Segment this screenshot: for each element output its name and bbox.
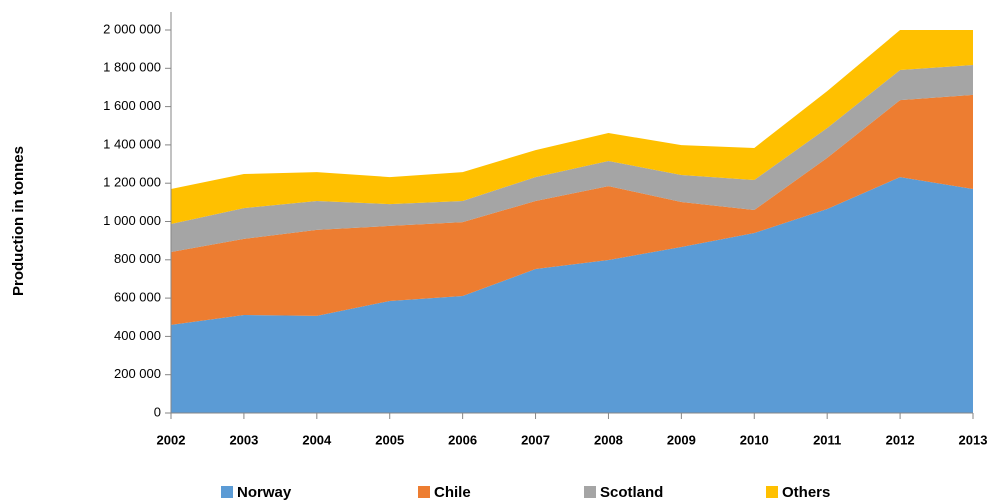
area: [171, 65, 973, 252]
y-tick-label: 1 400 000: [103, 136, 161, 151]
legend-label: Scotland: [600, 484, 663, 501]
legend-swatch: [766, 486, 778, 498]
x-tick-label: 2011: [813, 432, 841, 447]
x-tick-label: 2007: [521, 432, 550, 447]
y-tick-label: 200 000: [114, 366, 161, 381]
y-axis-title: Production in tonnes: [10, 146, 27, 296]
y-tick-label: 600 000: [114, 290, 161, 305]
area: [171, 177, 973, 413]
y-tick-label: 0: [154, 404, 161, 419]
y-tick-label: 1 800 000: [103, 60, 161, 75]
x-tick-label: 2012: [886, 432, 915, 447]
y-tick-label: 1 200 000: [103, 175, 161, 190]
legend-label: Others: [782, 484, 830, 501]
x-tick-label: 2008: [594, 432, 623, 447]
x-tick-label: 2009: [667, 432, 696, 447]
legend-swatch: [584, 486, 596, 498]
y-tick-label: 1 600 000: [103, 98, 161, 113]
legend-swatch: [418, 486, 430, 498]
legend-swatch: [221, 486, 233, 498]
x-tick-label: 2006: [448, 432, 477, 447]
x-tick-label: 2003: [229, 432, 258, 447]
x-tick-label: 2013: [959, 432, 988, 447]
area: [171, 94, 973, 325]
x-tick-label: 2002: [157, 432, 186, 447]
y-tick-label: 800 000: [114, 251, 161, 266]
legend-label: Norway: [237, 484, 292, 501]
x-tick-label: 2010: [740, 432, 769, 447]
x-tick-label: 2005: [375, 432, 404, 447]
y-tick-label: 2 000 000: [103, 21, 161, 36]
x-tick-label: 2004: [302, 432, 332, 447]
y-tick-label: 400 000: [114, 328, 161, 343]
area: [171, 30, 973, 224]
legend-label: Chile: [434, 484, 471, 501]
y-tick-label: 1 000 000: [103, 213, 161, 228]
